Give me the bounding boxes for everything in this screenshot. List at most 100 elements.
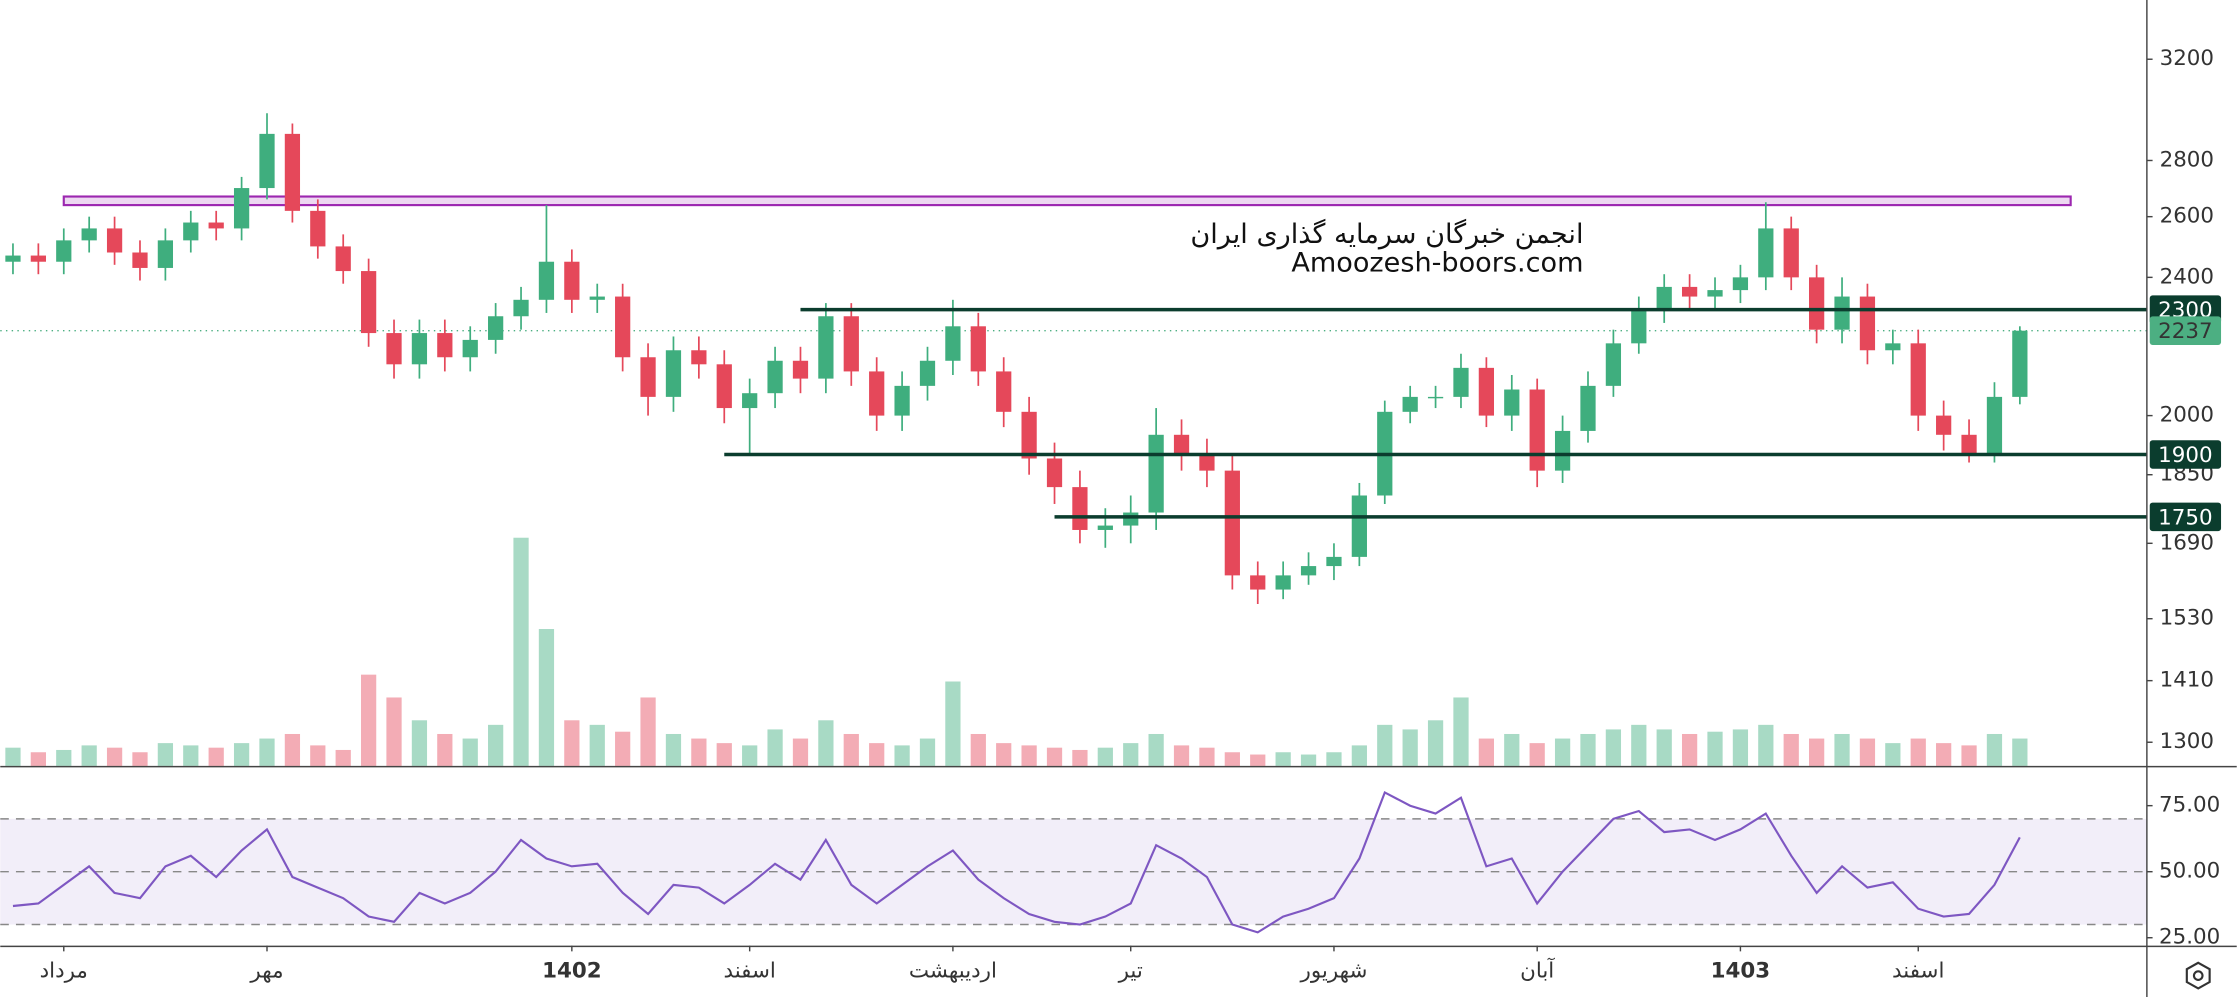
candle-body (691, 350, 707, 365)
candle-body (30, 255, 46, 262)
y-tick-label: 3200 (2160, 46, 2214, 71)
candle-body (1986, 396, 2003, 455)
level-label: 1900 (2158, 443, 2212, 468)
candle-body (1910, 343, 1926, 416)
volume-bar (843, 733, 859, 766)
settings-icon-dot (2192, 970, 2204, 981)
volume-bar (1453, 697, 1469, 766)
volume-bar (996, 743, 1012, 766)
volume-bar (615, 731, 631, 766)
candle-body (792, 360, 809, 379)
candle-body (1097, 525, 1113, 530)
volume-bar (1097, 747, 1113, 766)
x-tick-label: تیر (1118, 958, 1143, 983)
volume-bar (1656, 729, 1672, 766)
candle-body (1707, 290, 1723, 297)
last-price-label: 2237 (2158, 319, 2212, 344)
volume-bar (513, 537, 529, 766)
volume-bar (1554, 738, 1571, 766)
volume-bar (818, 720, 834, 766)
volume-bar (437, 733, 453, 766)
candle-body (716, 364, 732, 409)
candle-body (1859, 296, 1876, 351)
candle-body (386, 333, 402, 365)
candle-body (56, 240, 72, 262)
y-tick-label: 2600 (2160, 204, 2214, 229)
volume-bar (1986, 733, 2003, 766)
volume-bar (716, 743, 732, 766)
volume-bar (1504, 733, 1520, 766)
volume-bar (1173, 745, 1190, 766)
last-price-box (2149, 316, 2222, 345)
volume-bar (919, 738, 936, 766)
candle-body (1199, 454, 1215, 471)
candle-body (970, 326, 986, 372)
volume-bar (1300, 754, 1317, 766)
candle-body (462, 339, 478, 358)
volume-bar (665, 733, 682, 766)
volume-bar (1275, 752, 1291, 766)
volume-bar (538, 629, 555, 766)
volume-bar (1199, 747, 1215, 766)
candle-body (843, 316, 859, 372)
candle-body (1021, 411, 1037, 459)
candle-body (1529, 389, 1545, 471)
candle-body (284, 133, 301, 211)
volume-bar (1758, 724, 1774, 766)
volume-bar (564, 720, 580, 766)
price-pane (0, 113, 2147, 766)
volume-bar (1605, 729, 1622, 766)
y-tick-label: 2400 (2160, 264, 2214, 289)
rsi-y-tick-label: 75.00 (2159, 793, 2220, 818)
x-tick-label: مرداد (40, 958, 88, 983)
x-tick-label: مهر (249, 958, 283, 983)
candle-body (1936, 415, 1952, 435)
candle-body (1834, 296, 1850, 330)
rsi-y-tick-label: 25.00 (2159, 925, 2220, 950)
volume-bar (691, 738, 707, 766)
y-tick-label: 1300 (2160, 729, 2214, 754)
volume-bar (1859, 738, 1876, 766)
candle-body (1453, 367, 1469, 397)
candle-body (437, 333, 453, 358)
volume-bar (1427, 720, 1444, 766)
candle-body (1783, 228, 1799, 278)
candle-body (640, 357, 656, 397)
volume-bar (386, 697, 402, 766)
volume-bar (970, 733, 986, 766)
volume-bar (30, 752, 46, 766)
volume-bar (767, 729, 783, 766)
candle-body (488, 316, 504, 340)
volume-bar (792, 738, 809, 766)
volume-bar (1148, 733, 1164, 766)
level-label-box (2149, 502, 2222, 532)
volume-bar (1478, 738, 1495, 766)
volume-bar (1123, 743, 1139, 766)
candle-body (945, 326, 961, 361)
level-label: 1750 (2158, 505, 2212, 530)
volume-bar (5, 747, 21, 766)
x-tick-label: شهریور (1300, 958, 1368, 983)
candle-body (1148, 434, 1164, 513)
watermark: انجمن خبرگان سرمایه گذاری ایران (1190, 218, 1583, 250)
candle-body (894, 385, 910, 416)
candle-body (411, 333, 428, 365)
volume-bar (1910, 738, 1926, 766)
settings-icon[interactable] (2185, 961, 2211, 990)
candle-body (1250, 575, 1266, 590)
volume-bar (2012, 738, 2028, 766)
watermark: Amoozesh-boors.com (1291, 247, 1583, 278)
x-tick-label: اسفند (1892, 958, 1944, 983)
candle-body (259, 133, 275, 189)
rsi-y-tick-label: 50.00 (2159, 859, 2220, 884)
volume-bar (462, 738, 478, 766)
candle-body (1605, 343, 1622, 386)
y-tick-label: 1530 (2160, 606, 2214, 631)
y-tick-label: 2800 (2160, 147, 2214, 172)
volume-bar (106, 747, 123, 766)
candle-body (869, 371, 885, 416)
candle-body (1681, 286, 1698, 297)
volume-bar (81, 745, 97, 766)
